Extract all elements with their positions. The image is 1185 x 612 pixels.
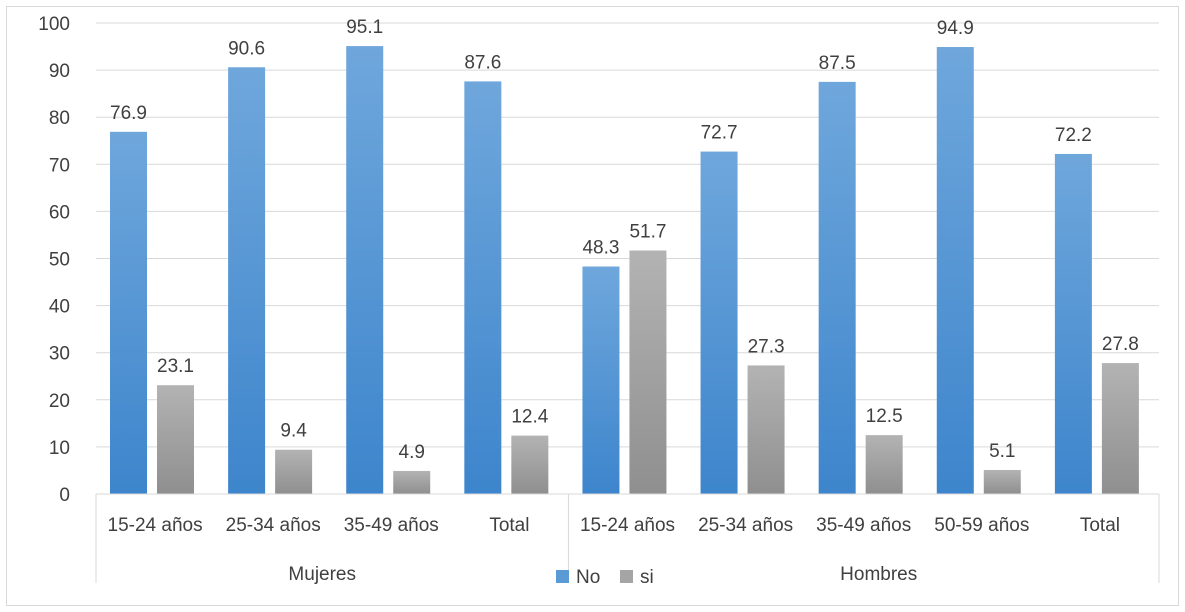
bar-si <box>157 385 194 494</box>
bar-si <box>629 250 667 494</box>
y-tick-label: 80 <box>49 108 70 129</box>
y-tick-label: 0 <box>59 485 70 506</box>
data-label: 12.5 <box>866 406 903 427</box>
legend-swatch-no <box>556 570 569 583</box>
data-label: 95.1 <box>346 17 383 38</box>
y-tick-label: 70 <box>49 155 70 176</box>
data-label: 5.1 <box>989 441 1015 462</box>
y-tick-label: 50 <box>49 250 70 271</box>
bar-no <box>936 47 974 495</box>
bar-si <box>393 470 431 494</box>
data-label: 90.6 <box>228 38 265 59</box>
bar-si <box>1101 363 1139 494</box>
data-labels: 76.9 90.6 95.1 87.6 48.3 72.7 87.5 94.9 72.2 23.1… <box>110 17 1139 463</box>
y-tick-label: 100 <box>38 14 70 35</box>
legend-swatch-si <box>620 570 633 583</box>
bar-no <box>346 46 384 494</box>
category-label: 25-34 años <box>226 515 321 536</box>
bar-no <box>582 266 620 494</box>
data-label: 76.9 <box>110 103 147 124</box>
data-label: 72.7 <box>701 123 738 144</box>
bar-no <box>228 67 266 495</box>
data-label: 94.9 <box>937 18 974 39</box>
bar-no <box>818 81 856 494</box>
category-label: 15-24 años <box>108 515 203 536</box>
data-label: 27.8 <box>1102 334 1139 355</box>
category-label: 25-34 años <box>698 515 793 536</box>
data-label: 4.9 <box>399 442 425 463</box>
chart-frame <box>6 6 1179 606</box>
data-label: 12.4 <box>511 407 548 428</box>
data-label: 48.3 <box>582 238 619 259</box>
data-label: 51.7 <box>629 221 666 242</box>
y-tick-label: 60 <box>49 202 70 223</box>
bar-no <box>464 81 502 495</box>
bar-si <box>865 435 903 494</box>
bar-no <box>700 151 738 494</box>
y-axis: 0 10 20 30 40 50 60 70 80 90 100 <box>38 14 70 506</box>
data-label: 27.3 <box>748 336 785 357</box>
category-label: Total <box>1080 515 1120 536</box>
y-tick-label: 40 <box>49 297 70 318</box>
y-tick-label: 10 <box>49 438 70 459</box>
data-label: 23.1 <box>157 356 194 377</box>
data-label: 87.6 <box>464 52 501 73</box>
bar-si <box>747 365 785 494</box>
legend: No si <box>556 567 654 588</box>
category-label: Total <box>489 515 529 536</box>
x-axis: 15-24 años 25-34 años 35-49 años Total 15-24… <box>95 493 1160 585</box>
bar-no <box>110 131 147 494</box>
data-label: 72.2 <box>1055 125 1092 146</box>
category-label: 35-49 años <box>344 515 439 536</box>
bar-si <box>983 469 1021 494</box>
group-label-hombres: Hombres <box>840 564 917 585</box>
data-label: 9.4 <box>280 421 307 442</box>
legend-label-no: No <box>576 567 600 588</box>
legend-label-si: si <box>640 567 654 588</box>
category-label: 35-49 años <box>816 515 911 536</box>
bars <box>110 46 1139 495</box>
gridlines <box>96 22 1159 448</box>
bar-no <box>1054 153 1092 495</box>
category-label: 15-24 años <box>580 515 675 536</box>
group-label-mujeres: Mujeres <box>288 564 356 585</box>
y-tick-label: 20 <box>49 391 70 412</box>
y-tick-label: 30 <box>49 344 70 365</box>
bar-si <box>275 449 313 494</box>
data-label: 87.5 <box>819 53 856 74</box>
category-label: 50-59 años <box>934 515 1029 536</box>
y-tick-label: 90 <box>49 61 70 82</box>
bar-si <box>511 435 549 494</box>
